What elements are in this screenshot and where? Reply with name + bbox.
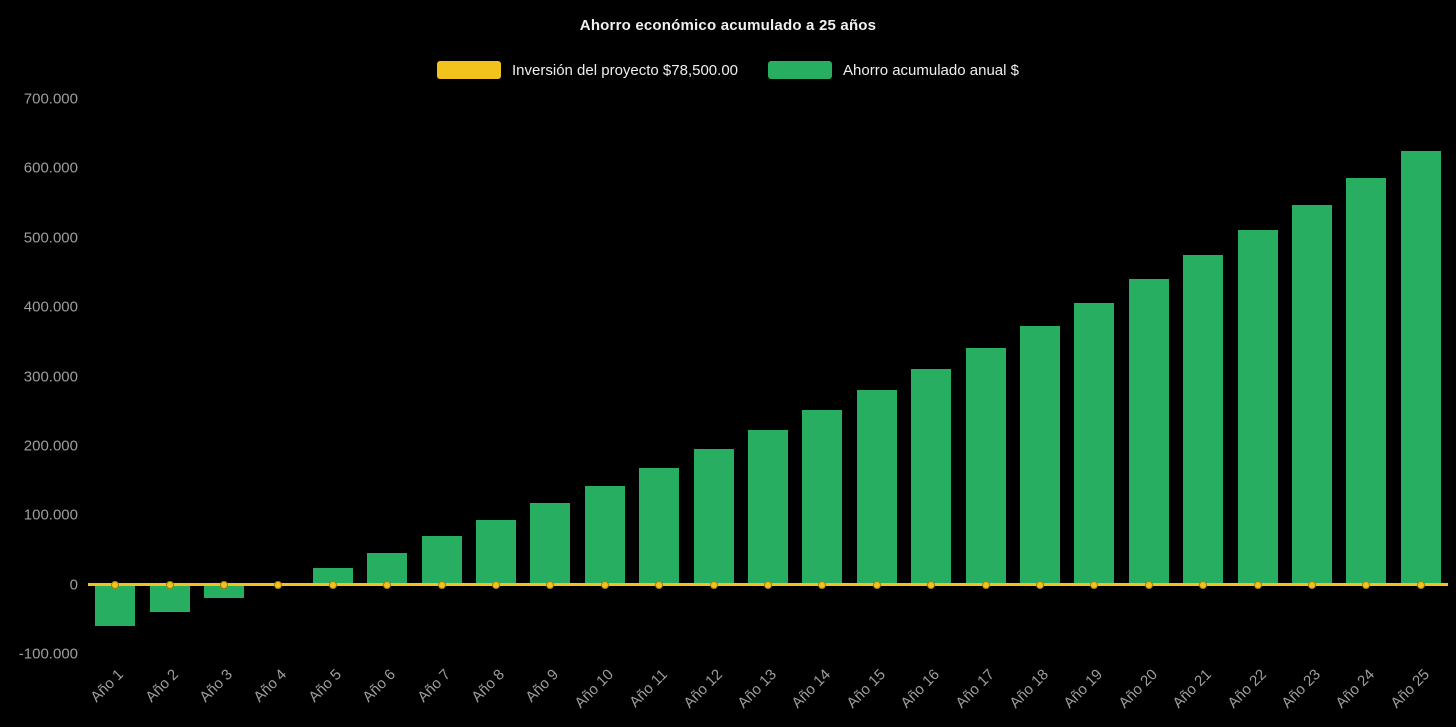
y-axis-label: 300.000 [23,368,78,385]
bar[interactable] [421,536,462,585]
bar[interactable] [1128,279,1169,585]
bar[interactable] [1292,204,1332,585]
legend-swatch-green [768,61,833,79]
bar[interactable] [856,390,897,585]
line-marker[interactable] [1090,580,1099,589]
line-marker[interactable] [1308,580,1316,589]
line-marker[interactable] [1416,580,1425,589]
line-marker[interactable] [981,580,990,589]
line-marker[interactable] [546,580,555,589]
x-axis: Año 1 Año 2 Año 3 Año 4 Año 5 Año 6 Año 7 Año 8… [87,654,1448,727]
bar[interactable] [1400,150,1441,585]
bar[interactable] [584,485,625,585]
line-marker[interactable] [492,580,500,589]
line-marker[interactable] [1362,580,1371,589]
line-marker[interactable] [1036,580,1044,589]
chart-title: Ahorro económico acumulado a 25 años [579,17,877,34]
bar[interactable] [748,429,788,585]
line-marker[interactable] [1144,580,1153,589]
line-marker[interactable] [165,580,174,589]
legend-swatch-yellow [437,61,502,79]
line-marker[interactable] [1199,580,1208,589]
x-axis-label: Año 1 [87,666,128,706]
line-marker[interactable] [872,580,881,589]
bar[interactable] [367,552,408,585]
line-marker[interactable] [600,580,609,589]
line-marker[interactable] [220,580,228,589]
bar[interactable] [1074,302,1115,585]
y-axis-label: 500.000 [23,229,78,247]
line-marker[interactable] [328,580,337,589]
bar[interactable] [476,520,516,585]
line-marker[interactable] [709,580,718,589]
line-marker[interactable] [927,580,936,589]
y-axis-label: 700.000 [23,90,78,108]
bar[interactable] [965,347,1006,585]
bar[interactable] [312,567,353,585]
line-marker[interactable] [1253,580,1262,589]
line-marker[interactable] [383,580,392,589]
y-axis-label: 200.000 [23,437,78,455]
legend-label-ahorro: Ahorro acumulado anual $ [843,61,1019,79]
bar[interactable] [149,584,190,612]
line-marker[interactable] [818,580,827,589]
bar[interactable] [911,369,952,585]
bar[interactable] [95,584,136,626]
bar[interactable] [1237,230,1278,585]
legend: Inversión del proyecto $78,500.00 Ahorro… [0,61,1456,79]
y-axis: 700.000 600.000 500.000 400.000 300.000 200.0… [0,91,80,663]
y-axis-label: 100.000 [23,506,78,524]
bar[interactable] [1020,325,1060,585]
bar[interactable] [693,449,734,585]
bar[interactable] [530,503,571,585]
line-marker[interactable] [655,580,664,589]
line-marker[interactable] [437,580,446,589]
legend-item-inversion[interactable]: Inversión del proyecto $78,500.00 [437,61,738,79]
y-axis-label: 0 [69,576,78,594]
bar[interactable] [1346,178,1387,585]
legend-label-inversion: Inversión del proyecto $78,500.00 [512,61,739,79]
bar[interactable] [1183,255,1224,585]
legend-item-ahorro[interactable]: Ahorro acumulado anual $ [768,61,1019,79]
y-axis-label: 400.000 [23,298,78,316]
bar[interactable] [639,467,680,585]
line-marker[interactable] [764,580,772,589]
line-marker[interactable] [111,580,120,589]
y-axis-label: 600.000 [23,159,78,177]
bar[interactable] [204,584,244,598]
y-axis-label: -100.000 [18,645,78,663]
plot-area [88,99,1448,654]
bar[interactable] [802,410,843,585]
line-marker[interactable] [274,580,283,589]
